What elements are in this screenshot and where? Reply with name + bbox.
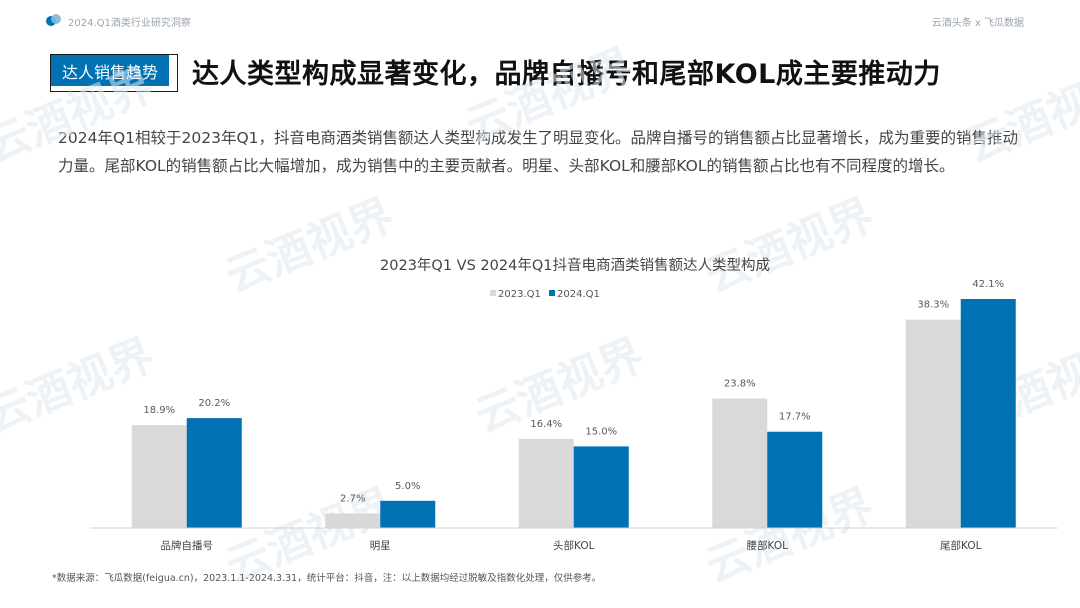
top-bar: 2024.Q1酒类行业研究洞察 云酒头条 x 飞瓜数据 <box>0 0 1080 40</box>
x-tick-label: 尾部KOL <box>940 539 982 552</box>
brand-label: 云酒头条 x 飞瓜数据 <box>931 18 1024 29</box>
x-tick-label: 头部KOL <box>553 539 595 552</box>
bar-chart: 2023年Q1 VS 2024年Q1抖音电商酒类销售额达人类型构成 2023.Q… <box>90 257 1058 552</box>
data-label: 17.7% <box>779 412 811 423</box>
bar-2024-1 <box>380 500 436 528</box>
chart-bars: 18.9% 20.2% 2.7% 5.0% 16.4% 15.0% 23.8% 17.7% 38… <box>131 279 1016 528</box>
legend-swatch-2023 <box>490 290 496 296</box>
data-label: 5.0% <box>395 481 420 492</box>
data-label: 2.7% <box>340 493 365 504</box>
bar-2024-2 <box>573 446 629 528</box>
footnote: *数据来源：飞瓜数据(feigua.cn)，2023.1.1-2024.3.31… <box>52 573 602 584</box>
legend-label-2023: 2023.Q1 <box>498 289 541 300</box>
bar-2024-0 <box>186 418 242 528</box>
data-label: 42.1% <box>972 279 1004 290</box>
legend-label-2024: 2024.Q1 <box>557 289 600 300</box>
description-text: 2024年Q1相较于2023年Q1，抖音电商酒类销售额达人类型构成发生了明显变化… <box>58 129 1019 175</box>
page-title: 达人类型构成显著变化，品牌自播号和尾部KOL成主要推动力 <box>192 59 941 90</box>
section-tag-label: 达人销售趋势 <box>51 55 169 86</box>
logo-icon <box>46 14 62 28</box>
data-label: 20.2% <box>198 398 230 409</box>
bar-2023-3 <box>712 398 768 528</box>
bar-2023-2 <box>518 438 574 528</box>
bar-2023-1 <box>325 513 381 528</box>
x-tick-label: 明星 <box>370 540 391 552</box>
data-label: 15.0% <box>585 426 617 437</box>
report-breadcrumb: 2024.Q1酒类行业研究洞察 <box>68 18 191 29</box>
chart-title: 2023年Q1 VS 2024年Q1抖音电商酒类销售额达人类型构成 <box>380 257 770 274</box>
x-tick-label: 腰部KOL <box>747 539 789 552</box>
x-tick-label: 品牌自播号 <box>161 539 214 552</box>
data-label: 23.8% <box>724 379 756 390</box>
bar-2023-4 <box>905 319 961 528</box>
bar-2024-3 <box>767 431 823 528</box>
bar-2024-4 <box>960 299 1016 528</box>
data-label: 18.9% <box>143 405 175 416</box>
section-tag: 达人销售趋势 <box>50 54 178 92</box>
bar-2023-0 <box>131 425 187 528</box>
chart-legend: 2023.Q1 2024.Q1 <box>490 289 600 300</box>
legend-swatch-2024 <box>549 290 555 296</box>
data-label: 16.4% <box>530 419 562 430</box>
data-label: 38.3% <box>917 300 949 311</box>
x-axis-labels: 品牌自播号 明星 头部KOL 腰部KOL 尾部KOL <box>161 539 982 552</box>
